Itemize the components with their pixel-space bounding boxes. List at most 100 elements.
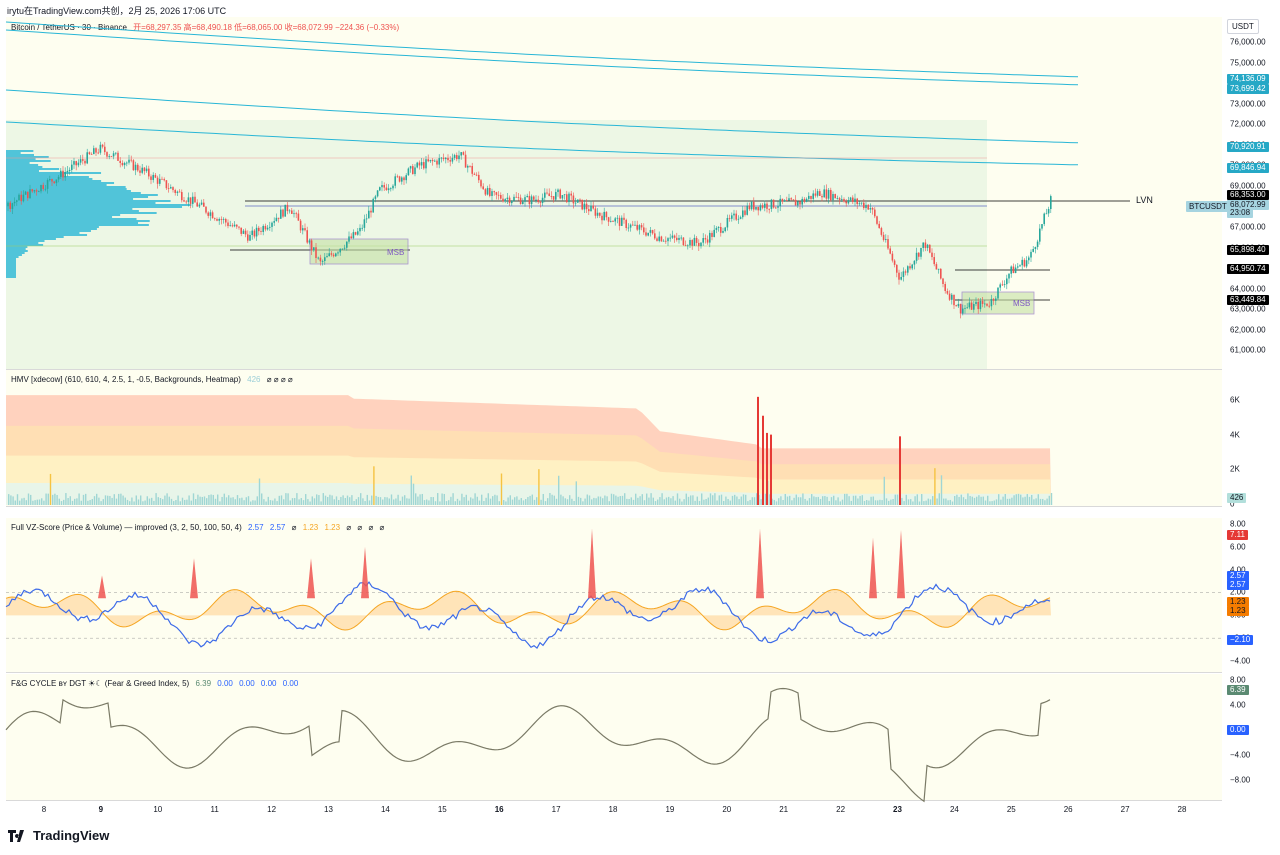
candle-body <box>401 177 403 182</box>
candle-body <box>495 192 498 195</box>
hmv-volume-bar <box>745 494 747 505</box>
hmv-volume-bar <box>470 497 472 505</box>
fg-cycle-pane[interactable]: F&G CYCLE ʙʏ DGT ☀☾ (Fear & Greed Index,… <box>6 674 1222 801</box>
candle-body <box>937 268 940 270</box>
hmv-volume-bar <box>272 500 274 505</box>
hmv-volume-bar <box>74 498 76 505</box>
hmv-volume-bar <box>648 497 650 505</box>
price-tick: 69,000.00 <box>1230 181 1266 191</box>
hmv-volume-bar <box>109 495 111 505</box>
hmv-volume-bar <box>989 501 991 505</box>
candle-body <box>462 152 465 155</box>
candle-body <box>924 242 927 249</box>
hmv-tick: 2K <box>1230 464 1240 474</box>
candle-body <box>1036 241 1039 248</box>
hmv-volume-bar <box>212 494 214 505</box>
hmv-volume-bar <box>793 497 795 505</box>
candle-body <box>827 189 830 199</box>
candle-body <box>926 244 929 249</box>
tradingview-logo[interactable]: TradingView <box>8 828 109 843</box>
volume-profile-bar <box>6 240 45 242</box>
hmv-volume-bar <box>239 498 241 505</box>
candle-body <box>931 252 933 258</box>
hmv-volume-bar <box>529 495 531 505</box>
vz-tag: 1.23 <box>1227 597 1249 607</box>
hmv-volume-bar <box>533 499 536 505</box>
hmv-volume-bar <box>428 500 430 505</box>
hmv-volume-bar <box>965 499 967 505</box>
hmv-volume-bar <box>98 497 100 505</box>
candle-body <box>629 224 632 228</box>
hmv-volume-bar <box>144 500 146 505</box>
hmv-volume-bar <box>375 495 377 505</box>
volume-profile-bar <box>6 258 16 260</box>
hmv-volume-bar <box>399 500 401 505</box>
hmv-volume-bar <box>124 497 126 505</box>
volume-profile-bar <box>6 276 16 278</box>
hmv-axis[interactable]: 6K 4K 2K 0 426 <box>1224 370 1280 508</box>
candle-body <box>429 159 432 162</box>
hmv-volume-bar <box>822 496 824 505</box>
hmv-volume-bar <box>795 494 797 505</box>
volume-profile-bar <box>6 206 183 208</box>
candle-body <box>354 232 357 235</box>
volume-profile-bar <box>6 158 36 160</box>
vz-spike <box>98 575 106 599</box>
candle-body <box>200 202 203 205</box>
candle-body <box>291 210 293 214</box>
candle-body <box>99 144 102 153</box>
hmv-volume-bar <box>943 498 945 505</box>
candle-body <box>361 227 363 229</box>
hmv-volume-bar <box>441 493 443 505</box>
hmv-volume-bar <box>573 501 575 505</box>
hmv-volume-bar <box>192 493 195 505</box>
hmv-volume-bar <box>267 496 269 505</box>
hmv-volume-bar <box>760 499 762 505</box>
volume-profile-bar <box>6 152 21 154</box>
candle-body <box>227 222 229 227</box>
candle-body <box>337 252 339 254</box>
price-tick: 72,000.00 <box>1230 119 1266 129</box>
volume-profile-bar <box>6 238 56 240</box>
hmv-volume-bar <box>914 496 916 505</box>
price-axis[interactable]: 76,000.0075,000.0074,000.0073,000.0072,0… <box>1224 17 1280 369</box>
candle-body <box>280 209 282 219</box>
candle-body <box>654 233 656 239</box>
candle-body <box>420 162 423 166</box>
hmv-volume-bar <box>531 494 533 505</box>
hmv-volume-bar <box>591 499 593 505</box>
volume-profile-bar <box>6 208 133 210</box>
volume-profile-bar <box>6 188 127 190</box>
candle-body <box>222 219 225 220</box>
currency-button[interactable]: USDT <box>1227 19 1259 34</box>
hmv-volume-bar <box>780 496 782 505</box>
hmv-volume-bar <box>245 497 247 505</box>
fg-axis[interactable]: 8.004.000.00−4.00−8.006.390.00 <box>1224 674 1280 800</box>
candle-body <box>478 174 480 181</box>
vz-tag: −2.10 <box>1227 635 1254 645</box>
candle-body <box>117 152 119 161</box>
hmv-volume-bar <box>544 501 547 505</box>
hmv-volume-bar <box>681 501 683 505</box>
time-axis[interactable]: 8 9 10 11 12 13 14 15 16 17 18 19 20 21 22 23 24 25 26 27 28 <box>6 800 1222 820</box>
hmv-volume-bar <box>1037 494 1039 505</box>
candle-body <box>638 225 641 230</box>
vz-axis[interactable]: 8.006.004.002.000.00−2.00−4.007.112.572.… <box>1224 518 1280 672</box>
hmv-volume-bar <box>522 500 525 505</box>
candle-body <box>658 236 660 241</box>
hmv-volume-bar <box>487 493 489 505</box>
candle-body <box>728 217 731 219</box>
hmv-volume-bar <box>415 493 417 505</box>
hmv-volume-bar <box>584 498 586 505</box>
candle-body <box>849 197 852 201</box>
candle-body <box>704 238 707 240</box>
hmv-volume-bar <box>674 500 676 505</box>
hmv-volume-bar <box>177 495 179 505</box>
candle-body <box>515 196 517 198</box>
time-axis-label: 14 <box>380 805 390 814</box>
candle-body <box>1032 249 1034 252</box>
candle-body <box>656 238 658 241</box>
candle-body <box>522 201 524 204</box>
hmv-volume-bar <box>641 494 643 505</box>
hmv-volume-bar <box>335 496 338 505</box>
